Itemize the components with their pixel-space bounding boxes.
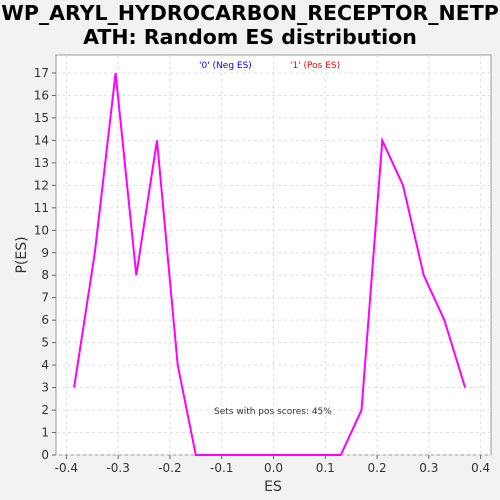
axes: -0.4 -0.3 -0.2 -0.1 0.0 0.1 0.2 0.3 0.4012345678… — [34, 66, 490, 475]
x-tick-label: -0.3 — [106, 461, 129, 475]
y-tick-label: 15 — [34, 111, 49, 125]
y-tick-label: 6 — [41, 313, 49, 327]
chart-title-line2: ATH: Random ES distribution — [83, 25, 417, 49]
x-tick-label: 0.4 — [471, 461, 490, 475]
x-tick-label: -0.1 — [210, 461, 233, 475]
legend-pos: '1' (Pos ES) — [290, 61, 340, 71]
chart-title-line1: WP_ARYL_HYDROCARBON_RECEPTOR_NETP — [1, 1, 499, 25]
y-tick-label: 17 — [34, 66, 49, 80]
x-tick-label: -0.2 — [158, 461, 181, 475]
y-tick-label: 4 — [41, 358, 49, 372]
series-line — [73, 72, 467, 456]
pos-scores-annotation: Sets with pos scores: 45% — [214, 407, 332, 417]
x-tick-label: 0.2 — [368, 461, 387, 475]
y-axis-label: P(ES) — [14, 236, 30, 273]
y-tick-label: 7 — [41, 291, 49, 305]
y-tick-label: 16 — [34, 88, 49, 102]
x-tick-label: 0.1 — [316, 461, 335, 475]
y-tick-label: 3 — [41, 381, 49, 395]
y-tick-label: 5 — [41, 336, 49, 350]
y-tick-label: 1 — [41, 426, 49, 440]
x-axis-label: ES — [264, 479, 282, 495]
legend-neg: '0' (Neg ES) — [199, 61, 252, 71]
series-layer — [73, 72, 467, 456]
x-tick-label: 0.0 — [264, 461, 283, 475]
grid — [56, 55, 491, 456]
y-tick-label: 10 — [34, 223, 49, 237]
y-tick-label: 2 — [41, 403, 49, 417]
y-tick-label: 0 — [41, 448, 49, 462]
x-tick-label: 0.3 — [419, 461, 438, 475]
y-tick-label: 9 — [41, 246, 49, 260]
y-tick-label: 12 — [34, 178, 49, 192]
y-tick-label: 14 — [34, 133, 49, 147]
x-tick-label: -0.4 — [55, 461, 78, 475]
y-tick-label: 13 — [34, 156, 49, 170]
y-tick-label: 8 — [41, 268, 49, 282]
y-tick-label: 11 — [34, 201, 49, 215]
